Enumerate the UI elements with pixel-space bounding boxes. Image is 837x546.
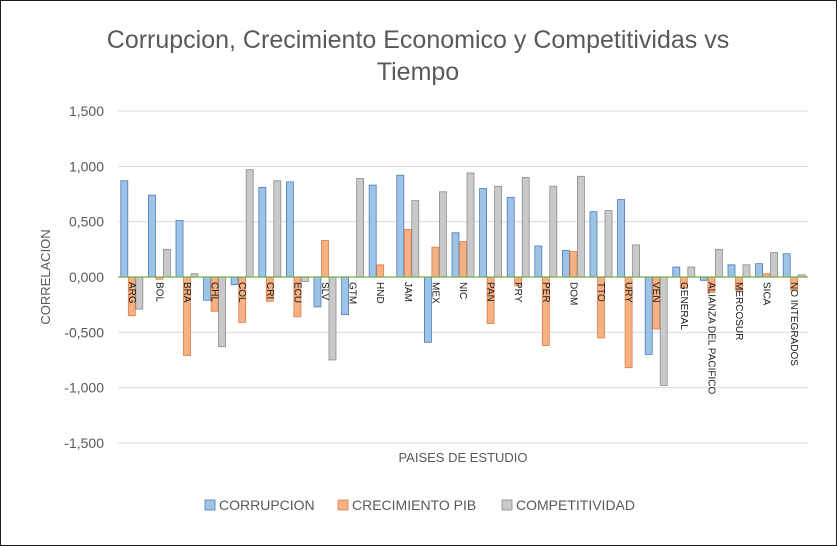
category-label: DOM	[567, 282, 578, 305]
legend-label: CRECIMIENTO PIB	[352, 497, 476, 513]
bar-competitividad-dom	[577, 175, 585, 278]
y-tick-label: 1,000	[69, 158, 104, 174]
bar-competitividad-alianza-del-pacifico	[715, 248, 723, 278]
bar-competitividad-mercosur	[742, 264, 751, 278]
category-label: BRA	[181, 282, 192, 303]
bar-corrupcion-dom	[562, 250, 570, 278]
bar-crecimiento-pib-slv	[321, 240, 329, 278]
bar-corrupcion-pan	[479, 188, 488, 278]
category-label: URY	[623, 282, 634, 303]
bar-crecimiento-pib-dom	[569, 251, 578, 278]
category-label: PRY	[512, 282, 523, 303]
category-label: HND	[374, 282, 385, 304]
category-label: GENERAL	[678, 282, 689, 330]
legend: CORRUPCION CRECIMIENTO PIB COMPETITIVIDAD	[204, 497, 635, 513]
x-axis-title: PAISES DE ESTUDIO	[398, 450, 527, 465]
bar-corrupcion-general	[672, 266, 681, 278]
bar-corrupcion-no-integrados	[782, 253, 791, 278]
bar-corrupcion-hnd	[368, 184, 377, 278]
category-label: NO INTEGRADOS	[788, 282, 799, 366]
category-label: NIC	[457, 282, 468, 299]
category-label: PAN	[485, 282, 496, 302]
category-label: ECU	[291, 282, 302, 303]
y-axis-title: CORRELACION	[38, 229, 53, 324]
category-label: ALIANZA DEL PACIFICO	[705, 282, 716, 394]
bar-corrupcion-pry	[506, 196, 515, 278]
y-tick-label: 0,500	[69, 214, 104, 230]
bar-corrupcion-ury	[617, 199, 625, 278]
bar-competitividad-pry	[521, 176, 530, 278]
legend-label: CORRUPCION	[219, 497, 315, 513]
bar-competitividad-ury	[632, 244, 640, 278]
bar-competitividad-mex	[438, 191, 447, 278]
legend-label: COMPETITIVIDAD	[516, 497, 635, 513]
category-label: TTO	[595, 282, 606, 302]
bar-competitividad-col	[245, 169, 254, 278]
bar-corrupcion-mercosur	[727, 264, 736, 278]
bar-competitividad-ecu	[300, 276, 309, 282]
bar-competitividad-per	[549, 185, 558, 278]
bar-crecimiento-pib-nic	[459, 241, 467, 278]
category-label: SLV	[319, 282, 330, 300]
legend-swatch	[337, 499, 349, 511]
bar-corrupcion-bra	[175, 220, 184, 278]
legend-swatch	[204, 499, 216, 511]
category-label: MERCOSUR	[733, 282, 744, 340]
category-label: SICA	[761, 282, 772, 306]
category-label: JAM	[402, 282, 413, 302]
bar-competitividad-tto	[604, 210, 613, 278]
bar-crecimiento-pib-hnd	[376, 264, 385, 278]
bar-corrupcion-tto	[589, 211, 598, 278]
category-label: GTM	[347, 282, 358, 304]
bar-corrupcion-nic	[451, 232, 460, 278]
bar-corrupcion-arg	[120, 180, 129, 278]
bar-corrupcion-bol	[147, 194, 156, 278]
bar-corrupcion-per	[534, 245, 543, 278]
bar-competitividad-jam	[411, 200, 420, 278]
bar-competitividad-sica	[770, 252, 778, 278]
y-tick-label: -1,500	[64, 435, 104, 451]
bar-competitividad-general	[687, 266, 696, 278]
category-label: ARG	[126, 282, 137, 304]
category-label: PER	[540, 282, 551, 303]
category-label: COL	[236, 282, 247, 303]
category-label: MEX	[429, 282, 440, 304]
bar-corrupcion-jam	[396, 174, 405, 278]
bar-competitividad-nic	[466, 172, 475, 278]
gridlines	[118, 110, 808, 444]
bar-competitividad-bol	[162, 248, 171, 278]
bar-competitividad-pan	[494, 185, 503, 278]
y-axis-ticks: 1,500 1,000 0,500 0,000 -0,500 -1,000 -1,500	[64, 103, 104, 451]
bar-crecimiento-pib-mex	[431, 246, 440, 278]
bar-corrupcion-ecu	[285, 181, 294, 278]
chart-title-line-2: Tiempo	[377, 58, 459, 86]
bar-competitividad-gtm	[356, 178, 365, 278]
bar-corrupcion-cri	[258, 186, 267, 278]
category-labels: ARG BOL BRA CHL COL CRI ECU SLV GTM HND JAM MEX NIC P…	[126, 282, 799, 394]
bar-corrupcion-sica	[755, 263, 763, 278]
category-label: VEN	[650, 282, 661, 303]
category-label: CHL	[209, 282, 220, 302]
y-tick-label: 0,000	[69, 269, 104, 285]
category-label: CRI	[264, 282, 275, 299]
bar-competitividad-cri	[273, 180, 282, 278]
bar-crecimiento-pib-jam	[403, 229, 412, 278]
chart-title-line-1: Corrupcion, Crecimiento Economico y Comp…	[107, 26, 729, 54]
y-tick-label: -1,000	[64, 380, 104, 396]
y-tick-label: 1,500	[69, 103, 104, 119]
category-label: BOL	[153, 282, 164, 302]
legend-swatch	[501, 499, 513, 511]
y-tick-label: -0,500	[64, 324, 104, 340]
